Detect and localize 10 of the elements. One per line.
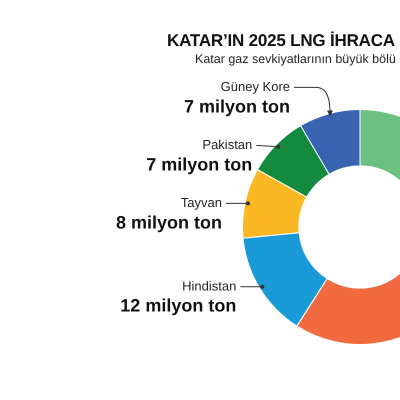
slice-label: Güney Kore [220, 78, 290, 94]
slice-label: Tayvan [180, 194, 222, 210]
chart-title: KATAR’IN 2025 LNG İHRACA [167, 31, 395, 51]
data-label: 7 milyon ton [146, 154, 252, 174]
slice-label: Hindistan [182, 278, 236, 294]
data-label: 7 milyon ton [184, 96, 290, 116]
data-label: 8 milyon ton [116, 212, 222, 232]
slice-label: Pakistan [202, 136, 252, 152]
chart-subtitle: Katar gaz sevkiyatlarının büyük bölü [195, 52, 396, 66]
data-label: 12 milyon ton [120, 296, 236, 316]
